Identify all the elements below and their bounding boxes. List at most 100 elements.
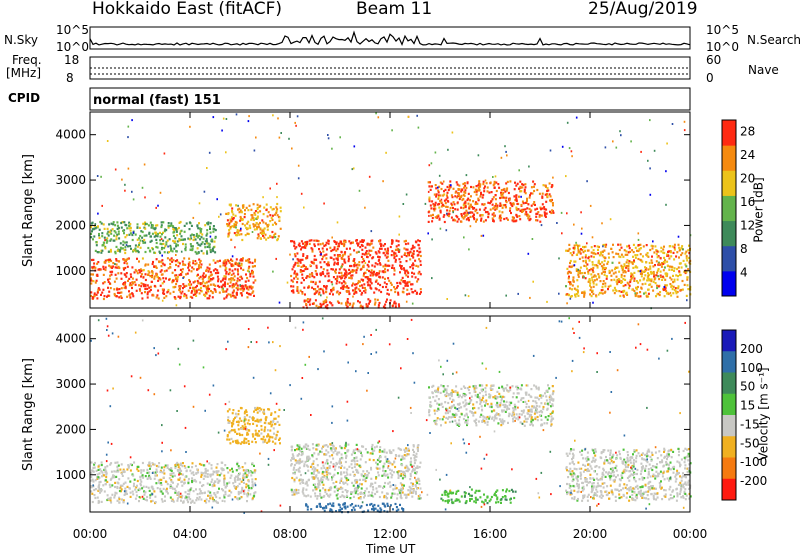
echo-cell	[124, 262, 126, 264]
echo-cell	[298, 448, 300, 450]
echo-cell	[412, 245, 414, 247]
echo-cell	[246, 277, 248, 279]
echo-cell	[163, 264, 165, 266]
echo-cell	[276, 203, 278, 205]
echo-cell	[492, 207, 494, 209]
echo-cell	[370, 483, 372, 485]
echo-cell	[574, 294, 576, 296]
echo-cell	[346, 479, 348, 481]
echo-cell	[603, 271, 605, 273]
echo-cell	[225, 296, 227, 298]
echo-cell	[472, 208, 474, 210]
echo-cell	[576, 293, 578, 295]
echo-cell	[384, 482, 386, 484]
echo-cell	[379, 302, 381, 304]
echo-cell	[307, 484, 309, 486]
echo-cell	[110, 238, 112, 240]
echo-cell	[227, 235, 229, 237]
echo-cell	[216, 198, 218, 200]
echo-cell	[412, 449, 414, 451]
echo-cell	[350, 242, 352, 244]
echo-cell	[173, 291, 175, 293]
echo-cell	[246, 207, 248, 209]
echo-cell	[97, 292, 99, 294]
echo-cell	[666, 143, 668, 145]
echo-cell	[679, 249, 681, 251]
echo-cell	[252, 286, 254, 288]
echo-cell	[579, 251, 581, 253]
echo-cell	[256, 222, 258, 224]
echo-cell	[380, 264, 382, 266]
echo-cell	[326, 248, 328, 250]
echo-cell	[191, 234, 193, 236]
echo-cell	[130, 469, 132, 471]
echo-cell	[416, 115, 418, 117]
echo-cell	[96, 294, 98, 296]
echo-cell	[365, 461, 367, 463]
echo-cell	[659, 294, 661, 296]
echo-cell	[199, 492, 201, 494]
echo-cell	[231, 425, 233, 427]
echo-cell	[158, 297, 160, 299]
echo-cell	[235, 215, 237, 217]
echo-cell	[248, 293, 250, 295]
echo-cell	[224, 464, 226, 466]
echo-cell	[241, 278, 243, 280]
echo-cell	[97, 473, 99, 475]
echo-cell	[245, 426, 247, 428]
echo-cell	[347, 298, 349, 300]
echo-cell	[272, 420, 274, 422]
echo-cell	[520, 210, 522, 212]
echo-cell	[615, 289, 617, 291]
echo-cell	[227, 435, 229, 437]
echo-cell	[223, 475, 225, 477]
echo-cell	[218, 480, 220, 482]
echo-cell	[229, 408, 231, 410]
echo-cell	[249, 271, 251, 273]
echo-cell	[439, 175, 441, 177]
echo-cell	[254, 407, 256, 409]
echo-cell	[448, 215, 450, 217]
echo-cell	[294, 253, 296, 255]
echo-cell	[272, 441, 274, 443]
echo-cell	[217, 502, 219, 504]
echo-cell	[301, 460, 303, 462]
echo-cell	[177, 493, 179, 495]
echo-cell	[404, 454, 406, 456]
echo-cell	[193, 239, 195, 241]
echo-cell	[192, 248, 194, 250]
echo-cell	[407, 470, 409, 472]
echo-cell	[585, 265, 587, 267]
echo-cell	[274, 443, 276, 445]
echo-cell	[353, 302, 355, 304]
echo-cell	[135, 284, 137, 286]
echo-cell	[107, 494, 109, 496]
echo-cell	[271, 217, 273, 219]
echo-cell	[428, 181, 430, 183]
echo-cell	[318, 248, 320, 250]
echo-cell	[403, 203, 405, 205]
echo-cell	[385, 264, 387, 266]
echo-cell	[365, 276, 367, 278]
echo-cell	[415, 276, 417, 278]
echo-cell	[120, 291, 122, 293]
echo-cell	[499, 197, 501, 199]
echo-cell	[655, 282, 657, 284]
echo-cell	[96, 274, 98, 276]
echo-cell	[141, 292, 143, 294]
echo-cell	[467, 198, 469, 200]
echo-cell	[134, 281, 136, 283]
echo-cell	[139, 235, 141, 237]
echo-cell	[634, 292, 636, 294]
echo-cell	[293, 266, 295, 268]
echo-cell	[152, 294, 154, 296]
echo-cell	[663, 261, 665, 263]
echo-cell	[338, 451, 340, 453]
echo-cell	[126, 241, 128, 243]
echo-cell	[593, 256, 595, 258]
echo-cell	[592, 293, 594, 295]
echo-cell	[116, 295, 118, 297]
echo-cell	[452, 132, 454, 134]
echo-cell	[188, 279, 190, 281]
echo-cell	[270, 414, 272, 416]
